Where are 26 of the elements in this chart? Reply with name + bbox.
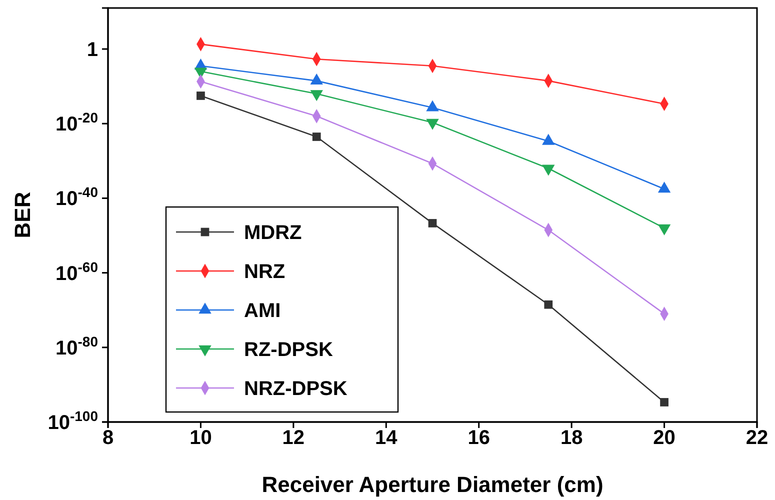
point (312, 132, 321, 141)
x-tick-label: 10 (190, 427, 212, 449)
x-tick-label: 20 (653, 427, 676, 449)
x-tick-label: 18 (560, 427, 583, 449)
point (196, 92, 205, 100)
x-tick-label: 16 (468, 427, 490, 449)
y-tick-label: 10$^{-80}$ (56, 333, 98, 360)
x-tick-label: 8 (102, 427, 114, 449)
x-tick-label: 22 (746, 427, 768, 449)
legend-label: NRZ-DPSK (244, 378, 348, 400)
x-axis-title: Receiver Aperture Diameter (cm) (262, 472, 604, 497)
point (660, 398, 668, 406)
y-tick-label: 10$^{-20}$ (56, 110, 98, 136)
legend-label: RZ-DPSK (244, 339, 334, 361)
y-tick-label: 1 (86, 39, 98, 62)
legend-label: AMI (244, 300, 281, 322)
point (544, 300, 553, 309)
y-tick-label: 10$^{-60}$ (56, 258, 98, 285)
point (428, 219, 437, 228)
y-axis-title: BER (10, 192, 35, 238)
legend-label: MDRZ (244, 222, 302, 244)
y-tick-label: 10$^{-100}$ (48, 408, 98, 434)
legend-label: NRZ (244, 261, 286, 283)
x-tick-label: 12 (282, 427, 305, 449)
y-tick-label: 10$^{-40}$ (56, 184, 98, 210)
x-tick-label: 14 (375, 427, 398, 449)
